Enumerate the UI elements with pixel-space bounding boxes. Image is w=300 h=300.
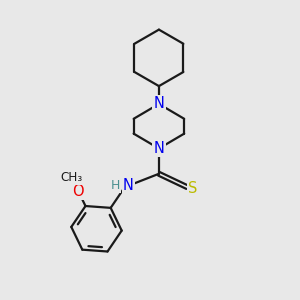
Text: CH₃: CH₃ (61, 171, 83, 184)
Text: N: N (154, 96, 164, 111)
Text: N: N (123, 178, 134, 193)
Text: H: H (110, 179, 120, 192)
Text: N: N (154, 141, 164, 156)
Text: S: S (188, 181, 197, 196)
Text: O: O (73, 184, 84, 199)
